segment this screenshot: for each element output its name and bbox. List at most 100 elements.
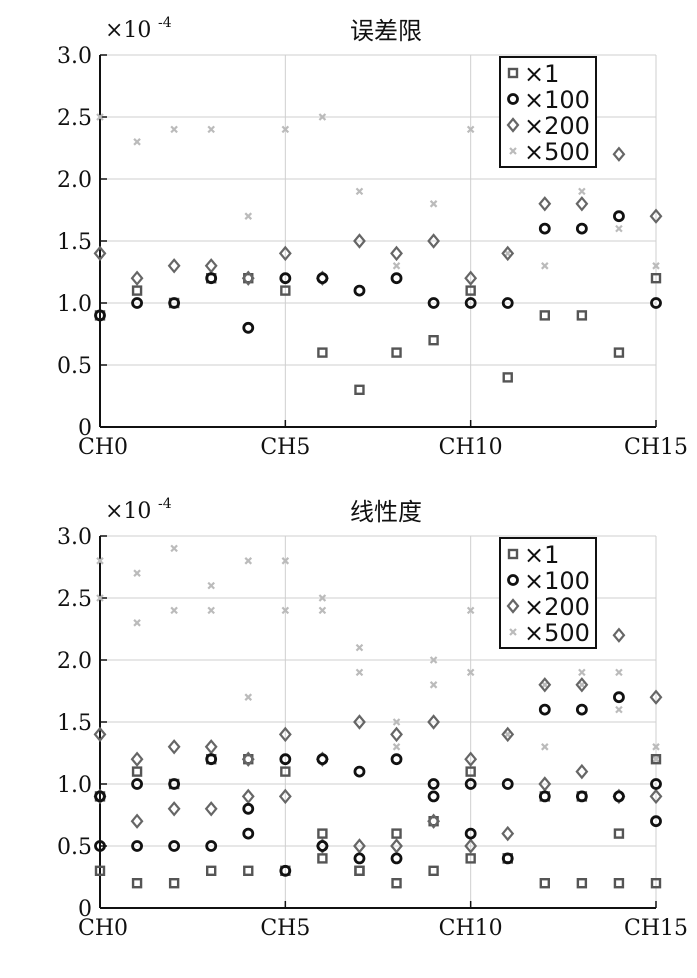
data-point-x — [96, 113, 104, 121]
y-tick-label: 0.5 — [57, 354, 92, 379]
data-point-diamond — [427, 233, 441, 249]
data-point-x — [170, 606, 178, 615]
data-point-circle — [538, 222, 551, 235]
data-point-diamond — [241, 751, 255, 767]
series-diamond — [93, 146, 663, 286]
legend-label: ×1 — [524, 541, 559, 569]
data-point-circle — [316, 753, 329, 766]
data-point-x — [281, 557, 290, 565]
x-tick-label: CH15 — [624, 435, 688, 460]
legend-marker-diamond — [506, 117, 520, 133]
scale-factor-exponent: -4 — [158, 496, 172, 512]
data-point-square — [391, 878, 402, 889]
data-point-diamond — [204, 739, 218, 755]
data-point-circle — [613, 790, 625, 803]
data-point-x — [615, 668, 623, 677]
data-point-x — [207, 581, 215, 590]
legend-marker-square — [507, 67, 519, 79]
data-point-x — [466, 125, 475, 134]
data-point-square — [280, 766, 291, 777]
data-point-square — [576, 878, 588, 889]
x-tick-label: CH15 — [624, 916, 688, 941]
data-point-square — [94, 865, 106, 876]
legend-marker-x — [509, 628, 517, 636]
data-point-square — [428, 865, 439, 876]
y-tick-label: 0 — [78, 416, 92, 441]
data-point-diamond — [649, 689, 663, 705]
data-point-square — [428, 335, 439, 346]
data-point-square — [131, 766, 143, 777]
data-point-diamond — [538, 776, 552, 792]
data-point-diamond — [464, 838, 478, 854]
data-point-square — [502, 372, 513, 383]
data-point-x — [578, 668, 586, 677]
data-point-circle — [501, 297, 514, 309]
data-point-x — [207, 125, 215, 134]
y-tick-label: 1.5 — [57, 230, 92, 255]
data-point-circle — [205, 753, 218, 766]
data-point-diamond — [501, 825, 515, 842]
data-point-diamond — [353, 233, 366, 249]
data-point-circle — [205, 272, 218, 285]
data-point-x — [244, 212, 253, 220]
data-point-diamond — [575, 196, 589, 212]
data-point-circle — [242, 802, 255, 815]
data-point-x — [133, 138, 141, 146]
data-point-diamond — [93, 245, 107, 262]
data-point-circle — [501, 852, 514, 865]
data-point-square — [317, 347, 328, 358]
data-point-circle — [94, 309, 106, 322]
data-point-circle — [575, 790, 588, 803]
data-point-circle — [390, 272, 403, 285]
data-point-circle — [575, 222, 588, 235]
y-tick-label: 2.5 — [57, 106, 92, 131]
data-point-circle — [427, 790, 440, 803]
data-point-x — [133, 569, 141, 577]
data-point-x — [392, 262, 401, 270]
y-tick-label: 3.0 — [57, 44, 92, 69]
data-point-diamond — [130, 813, 144, 829]
y-tick-label: 1.5 — [57, 711, 92, 736]
data-point-diamond — [167, 801, 181, 817]
data-point-square — [539, 878, 550, 889]
data-point-circle — [464, 827, 477, 840]
x-tick-label: CH10 — [439, 435, 503, 460]
data-point-diamond — [427, 714, 441, 730]
grid — [100, 535, 657, 908]
data-point-x — [281, 606, 290, 615]
data-point-square — [317, 853, 328, 864]
data-point-circle — [427, 297, 440, 309]
data-point-diamond — [167, 258, 181, 274]
data-point-square — [280, 285, 291, 296]
y-tick-label: 2.0 — [57, 649, 92, 674]
chart-title: 线性度 — [350, 498, 422, 526]
data-point-square — [576, 310, 588, 321]
data-point-diamond — [612, 627, 626, 643]
data-point-x — [652, 755, 660, 763]
data-point-diamond — [93, 726, 107, 743]
data-point-diamond — [204, 801, 218, 817]
data-point-x — [318, 113, 327, 121]
data-point-diamond — [649, 788, 663, 805]
data-point-square — [131, 285, 143, 296]
legend: ×1×100×200×500 — [499, 537, 597, 649]
data-point-diamond — [241, 788, 255, 805]
data-point-x — [281, 125, 290, 134]
data-point-square — [539, 310, 550, 321]
legend-label: ×500 — [524, 619, 590, 647]
data-point-diamond — [241, 270, 255, 286]
data-point-diamond — [575, 763, 589, 780]
data-point-circle — [613, 691, 625, 704]
data-point-square — [650, 878, 662, 889]
data-point-x — [244, 693, 253, 701]
y-tick-label: 0 — [78, 897, 92, 922]
y-tick-label: 1.0 — [57, 773, 92, 798]
y-tick-label: 2.0 — [57, 168, 92, 193]
x-tick-label: CH0 — [78, 916, 128, 941]
data-point-x — [429, 656, 438, 664]
data-point-x — [466, 606, 475, 615]
x-tick-label: CH5 — [260, 916, 310, 941]
data-point-square — [613, 347, 625, 358]
data-point-diamond — [464, 270, 478, 286]
